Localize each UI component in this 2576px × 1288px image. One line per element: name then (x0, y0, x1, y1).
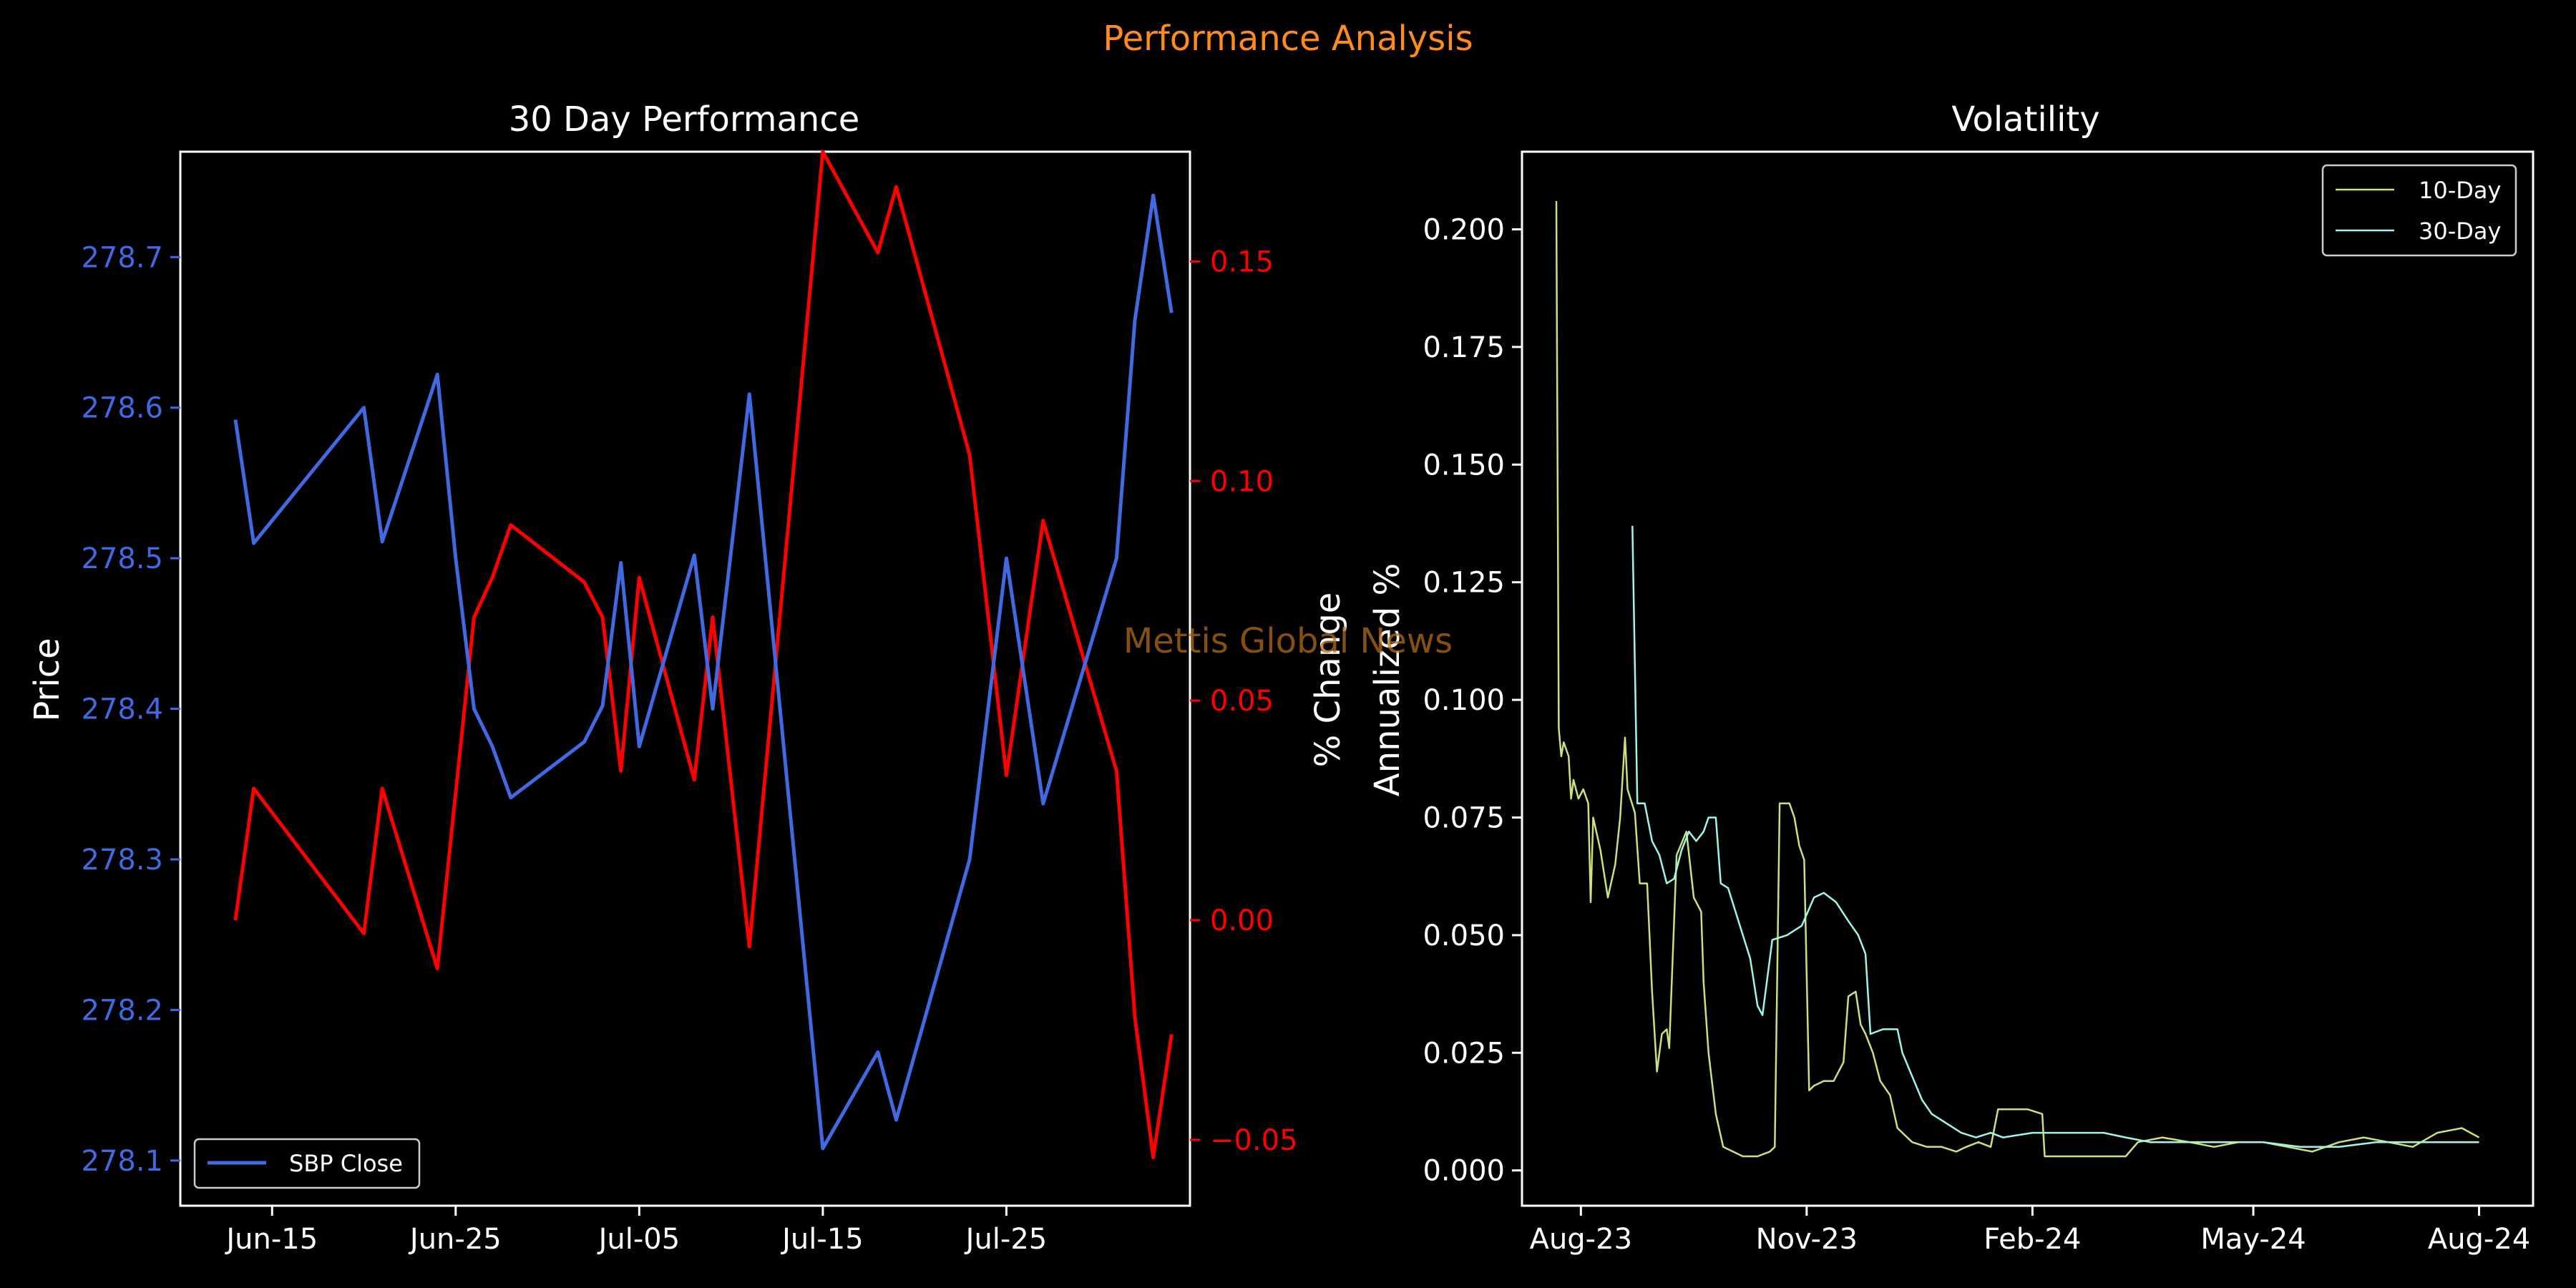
thirty-day-volatility-line (1631, 525, 2479, 1148)
date-tick-label: Jun-25 (408, 1223, 502, 1256)
sbp-close-line (233, 193, 1174, 1151)
price-tick-label: 278.6 (81, 392, 163, 425)
volatility-tick-label: 0.025 (1423, 1037, 1505, 1070)
volatility-tick-label: 0.175 (1423, 331, 1505, 364)
price-tick-label: 278.2 (81, 994, 163, 1027)
performance-chart: 30 Day Performance 278.1278.2278.3278.42… (27, 99, 1348, 1256)
performance-legend: SBP Close (193, 1138, 421, 1189)
volatility-chart-frame (1521, 150, 2534, 1207)
performance-chart-title: 30 Day Performance (509, 99, 860, 140)
performance-lines (233, 150, 1174, 1159)
change-tick-label: 0.10 (1210, 465, 1274, 498)
watermark: Mettis Global News (1123, 621, 1453, 661)
volatility-axis-label: Annualized % (1367, 563, 1407, 796)
price-tick-label: 278.1 (81, 1145, 163, 1178)
sbp-close-legend-label: SBP Close (289, 1150, 403, 1177)
figure-suptitle: Performance Analysis (1103, 19, 1473, 59)
pct-change-line (233, 150, 1174, 1159)
legend-box (193, 1138, 421, 1189)
performance-chart-frame (179, 150, 1191, 1207)
change-tick-label: 0.05 (1210, 685, 1274, 718)
volatility-tick-label: 0.100 (1423, 684, 1505, 717)
volatility-tick-label: 0.050 (1423, 919, 1505, 952)
volatility-date-tick-label: Aug-24 (2428, 1223, 2530, 1256)
date-tick-label: Jul-15 (780, 1223, 864, 1256)
volatility-date-axis: Aug-23 Nov-23 Feb-24 May-24 Aug-24 (1530, 1206, 2530, 1256)
price-tick-label: 278.3 (81, 844, 163, 877)
change-axis: −0.05 0.00 0.05 0.10 0.15 (1190, 245, 1298, 1157)
date-tick-label: Jun-15 (224, 1223, 318, 1256)
price-tick-label: 278.7 (81, 241, 163, 274)
price-axis: 278.1 278.2 278.3 278.4 278.5 278.6 278.7 (81, 241, 180, 1178)
ten-day-legend-label: 10-Day (2419, 177, 2501, 204)
price-tick-label: 278.4 (81, 693, 163, 726)
volatility-tick-label: 0.075 (1423, 801, 1505, 834)
change-tick-label: −0.05 (1210, 1124, 1298, 1157)
date-axis: Jun-15 Jun-25 Jul-05 Jul-15 Jul-25 (224, 1206, 1047, 1256)
volatility-date-tick-label: Aug-23 (1530, 1223, 1632, 1256)
volatility-y-axis: 0.000 0.025 0.050 0.075 0.100 0.125 0.150 0.175… (1423, 214, 1522, 1188)
price-axis-label: Price (27, 638, 67, 721)
volatility-chart-title: Volatility (1951, 99, 2099, 140)
volatility-tick-label: 0.200 (1423, 214, 1505, 247)
thirty-day-legend-label: 30-Day (2419, 218, 2501, 245)
volatility-lines (1555, 200, 2480, 1158)
volatility-chart: Volatility 0.000 0.025 0.050 0.075 0.100 0.12… (1367, 99, 2534, 1256)
ten-day-volatility-line (1555, 200, 2480, 1158)
volatility-tick-label: 0.000 (1423, 1155, 1505, 1188)
change-axis-label: % Change (1308, 592, 1348, 768)
legend-box (2321, 164, 2517, 257)
change-tick-label: 0.00 (1210, 904, 1274, 937)
price-tick-label: 278.5 (81, 542, 163, 575)
date-tick-label: Jul-25 (964, 1223, 1048, 1256)
volatility-date-tick-label: Feb-24 (1984, 1223, 2081, 1256)
volatility-date-tick-label: Nov-23 (1756, 1223, 1858, 1256)
volatility-date-tick-label: May-24 (2200, 1223, 2306, 1256)
volatility-tick-label: 0.125 (1423, 567, 1505, 600)
date-tick-label: Jul-05 (597, 1223, 680, 1256)
volatility-legend: 10-Day 30-Day (2321, 164, 2517, 257)
change-tick-label: 0.15 (1210, 245, 1274, 278)
volatility-tick-label: 0.150 (1423, 449, 1505, 482)
